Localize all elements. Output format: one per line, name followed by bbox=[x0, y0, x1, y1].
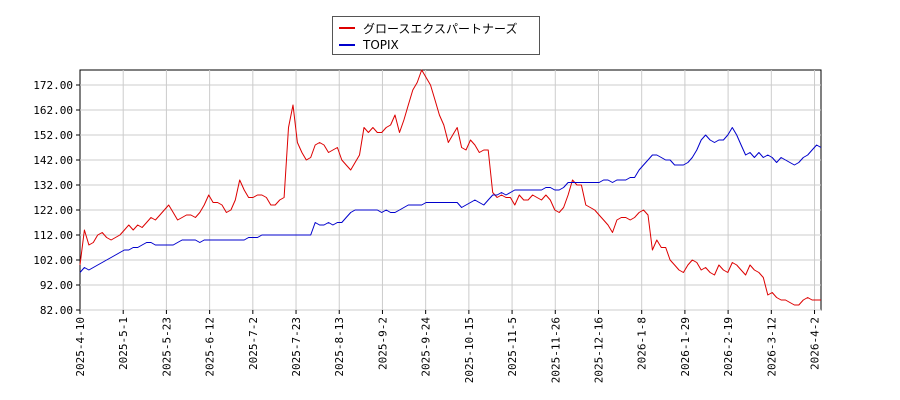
x-tick-label: 2026-3-12 bbox=[765, 317, 778, 377]
x-tick-label: 2026-1-8 bbox=[636, 317, 649, 370]
y-tick-label: 112.00 bbox=[33, 229, 73, 242]
x-tick-label: 2025-6-12 bbox=[204, 317, 217, 377]
x-tick-label: 2025-5-1 bbox=[117, 317, 130, 370]
legend-entry-growth-experts: グロースエクスパートナーズ bbox=[339, 20, 517, 36]
x-tick-label: 2026-1-29 bbox=[679, 317, 692, 377]
x-tick-label: 2025-11-26 bbox=[549, 317, 562, 383]
x-tick-label: 2025-5-23 bbox=[160, 317, 173, 377]
y-tick-label: 82.00 bbox=[40, 304, 73, 317]
legend-swatch-red bbox=[339, 27, 355, 29]
legend-entry-topix: TOPIX bbox=[339, 37, 399, 53]
plot-area bbox=[79, 69, 822, 311]
x-tick-label: 2025-7-23 bbox=[290, 317, 303, 377]
x-tick-label: 2025-12-16 bbox=[592, 317, 605, 383]
gridlines bbox=[80, 70, 821, 311]
x-tick-label: 2025-4-10 bbox=[74, 317, 87, 377]
series-line-growth-experts bbox=[79, 69, 821, 306]
x-tick-label: 2025-7-2 bbox=[247, 317, 260, 370]
x-tick-label: 2025-10-15 bbox=[463, 317, 476, 383]
x-tick-label: 2025-9-24 bbox=[420, 317, 433, 377]
y-tick-label: 152.00 bbox=[33, 129, 73, 142]
y-tick-label: 102.00 bbox=[33, 254, 73, 267]
x-tick-label: 2025-11-5 bbox=[506, 317, 519, 377]
legend: グロースエクスパートナーズ TOPIX bbox=[332, 16, 540, 55]
legend-swatch-blue bbox=[339, 44, 355, 46]
series-lines bbox=[79, 69, 822, 306]
legend-label-growth-experts: グロースエクスパートナーズ bbox=[363, 21, 518, 36]
x-tick-label: 2026-2-19 bbox=[722, 317, 735, 377]
x-tick-label: 2025-9-2 bbox=[376, 317, 389, 370]
series-line-topix bbox=[79, 127, 822, 273]
y-tick-label: 92.00 bbox=[40, 279, 73, 292]
y-tick-label: 142.00 bbox=[33, 154, 73, 167]
legend-label-topix: TOPIX bbox=[363, 38, 399, 52]
x-tick-label: 2026-4-2 bbox=[809, 317, 822, 370]
y-tick-label: 172.00 bbox=[33, 79, 73, 92]
y-tick-label: 162.00 bbox=[33, 104, 73, 117]
y-tick-label: 122.00 bbox=[33, 204, 73, 217]
axes: 82.00 92.00 102.00 112.00 122.00 132.00 142.00… bbox=[33, 79, 821, 383]
y-tick-label: 132.00 bbox=[33, 179, 73, 192]
x-tick-label: 2025-8-13 bbox=[333, 317, 346, 377]
